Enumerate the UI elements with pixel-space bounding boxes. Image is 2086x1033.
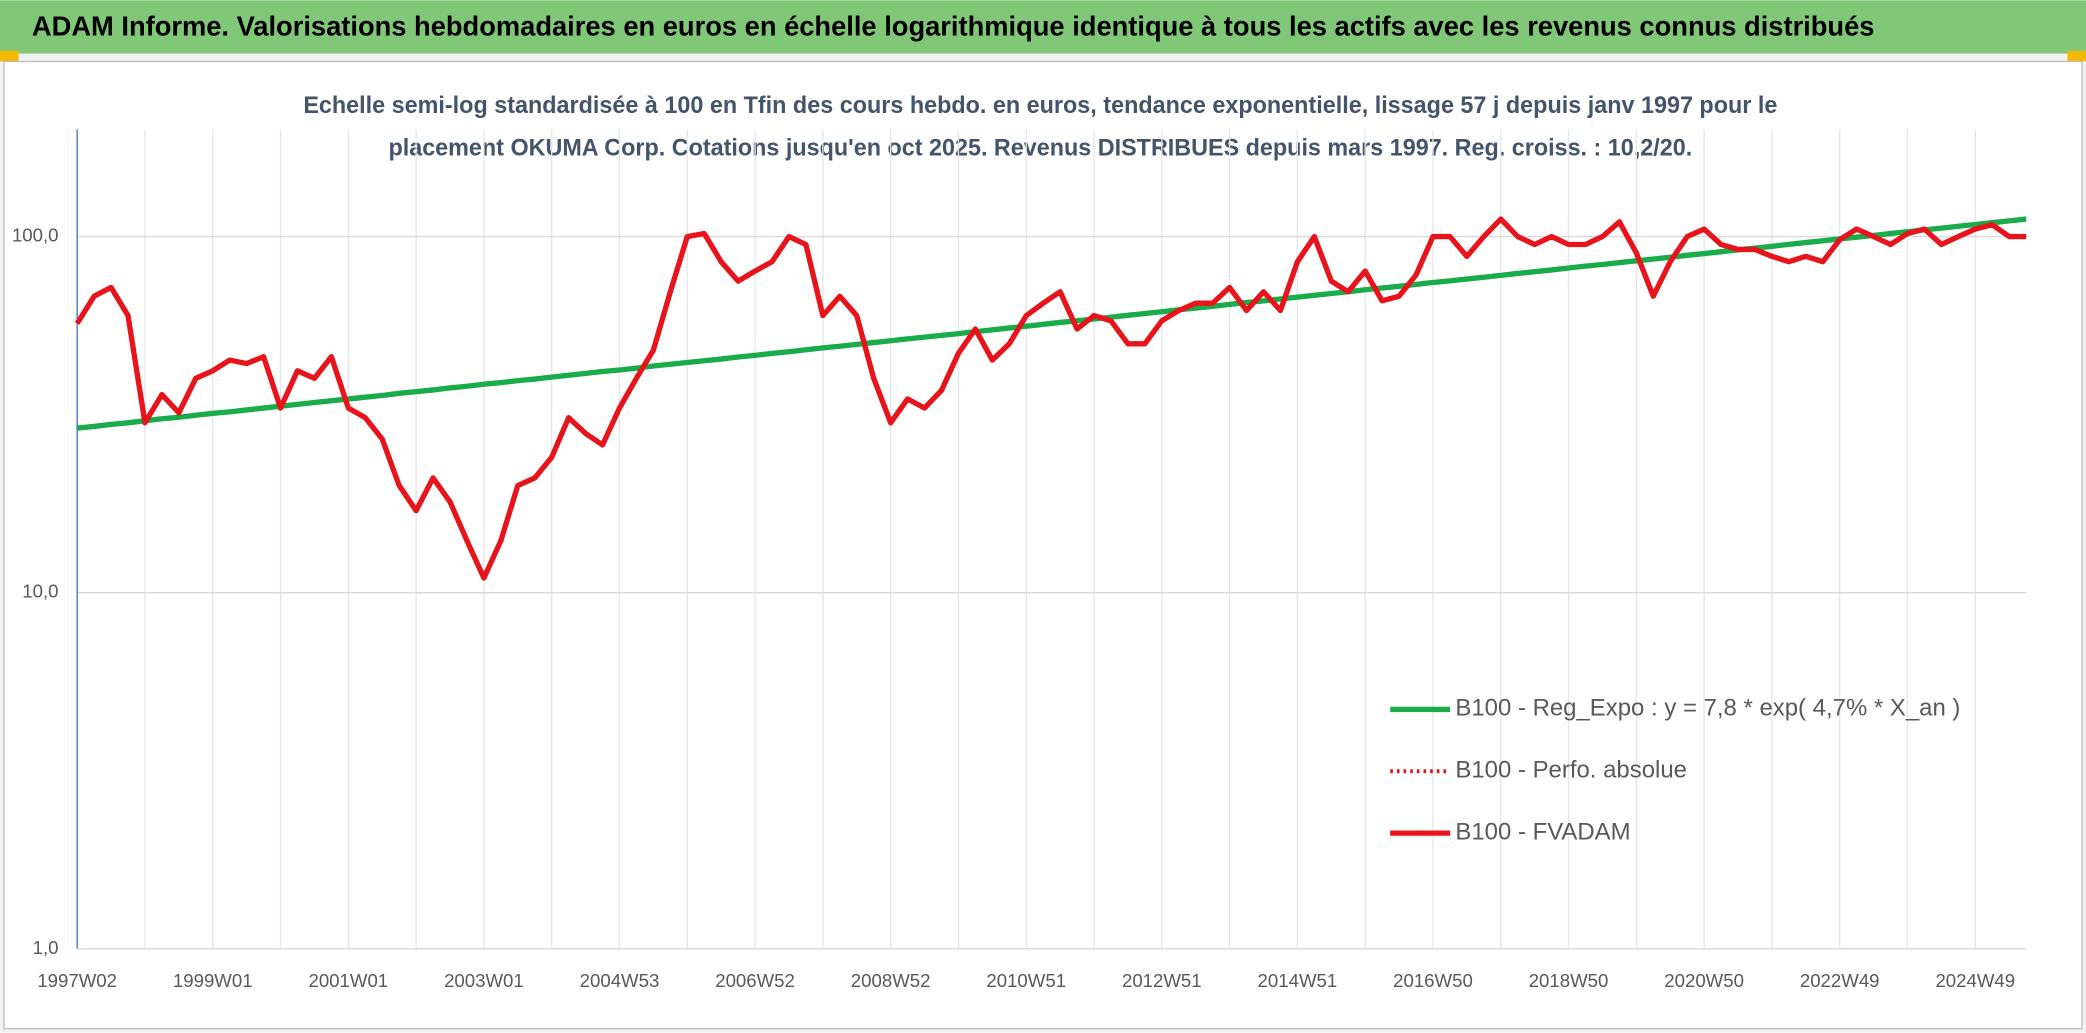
chart-title: ADAM Informe. Valorisations hebdomadaire… bbox=[32, 11, 1875, 42]
x-tick-label: 2001W01 bbox=[308, 970, 388, 991]
x-tick-label: 1999W01 bbox=[173, 970, 253, 991]
legend-label: B100 - Perfo. absolue bbox=[1455, 757, 1687, 784]
y-tick-label: 1,0 bbox=[33, 937, 59, 958]
plot-frame bbox=[3, 60, 2083, 1030]
y-tick-label: 100,0 bbox=[12, 224, 59, 245]
x-tick-label: 2003W01 bbox=[444, 970, 524, 991]
header-bar bbox=[0, 0, 2086, 54]
legend-label: B100 - Reg_Expo : y = 7,8 * exp( 4,7% * … bbox=[1455, 695, 1960, 722]
x-tick-label: 2020W50 bbox=[1664, 970, 1744, 991]
corner bbox=[0, 50, 19, 62]
x-tick-label: 2016W50 bbox=[1393, 970, 1473, 991]
x-tick-label: 2004W53 bbox=[580, 970, 660, 991]
x-tick-label: 2010W51 bbox=[986, 970, 1066, 991]
y-tick-label: 10,0 bbox=[22, 581, 58, 602]
x-tick-label: 2012W51 bbox=[1122, 970, 1202, 991]
series-line bbox=[76, 216, 2027, 431]
x-tick-label: 2014W51 bbox=[1258, 970, 1338, 991]
x-tick-label: 2024W49 bbox=[1935, 970, 2015, 991]
chart-subtitle: Echelle semi-log standardisée à 100 en T… bbox=[303, 92, 1777, 119]
x-tick-label: 2022W49 bbox=[1800, 970, 1880, 991]
legend-label: B100 - FVADAM bbox=[1455, 818, 1630, 845]
x-tick-label: 2018W50 bbox=[1529, 970, 1609, 991]
corner bbox=[2067, 50, 2086, 62]
chart-subtitle: placement OKUMA Corp. Cotations jusqu'en… bbox=[388, 135, 1692, 162]
x-tick-label: 2006W52 bbox=[715, 970, 795, 991]
series-line bbox=[74, 216, 2027, 581]
x-tick-label: 2008W52 bbox=[851, 970, 931, 991]
x-tick-label: 1997W02 bbox=[37, 970, 117, 991]
